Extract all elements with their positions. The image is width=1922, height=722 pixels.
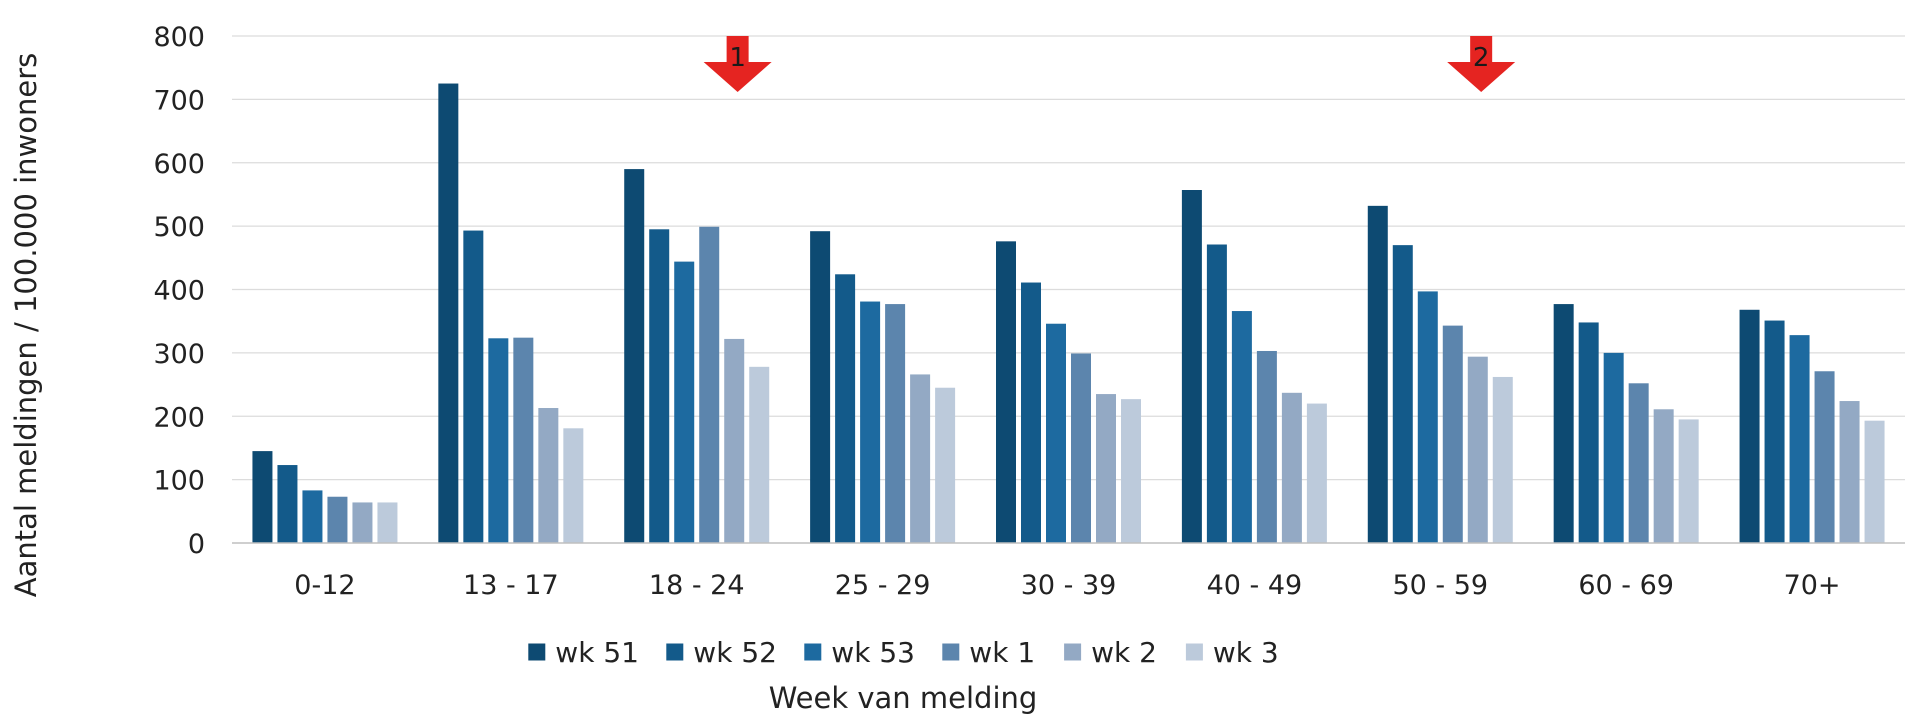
bar [860,301,881,543]
bar [699,226,720,544]
bar [1864,420,1885,543]
x-tick-label: 25 - 29 [835,570,931,601]
annotation-arrow [1447,36,1516,92]
bar [1603,352,1624,543]
bar [463,230,484,543]
bar [513,337,534,543]
bar [810,231,831,543]
legend: wk 51 wk 52 wk 53 wk 1 wk 2 wk 3 [528,636,1279,669]
x-tick-label: 50 - 59 [1392,570,1488,601]
bar [1071,353,1091,543]
bar [1578,322,1599,543]
bar [1653,409,1674,543]
bar [1181,190,1202,543]
bar [1678,419,1699,543]
bar [1206,244,1227,543]
y-tick-label: 200 [153,402,205,433]
legend-swatch [528,643,546,661]
annotation-label: 2 [1473,43,1490,73]
x-tick-label: 13 - 17 [463,570,559,601]
bar [1046,323,1066,543]
bar [1306,403,1327,543]
legend-swatch [804,643,822,661]
y-tick-label: 700 [153,85,205,116]
legend-label: wk 1 [969,636,1035,669]
x-tick-label: 30 - 39 [1021,570,1117,601]
bar [1628,383,1649,543]
annotation-label: 1 [729,43,746,73]
gridlines [232,35,1905,481]
y-tick-label: 600 [153,149,205,180]
legend-swatch [1185,643,1203,661]
bar [563,428,584,543]
x-tick-labels: 0-12 13 - 17 18 - 24 25 - 29 30 - 39 40 - 49 5… [294,570,1840,601]
bar [1553,304,1574,543]
y-tick-label: 400 [153,276,205,307]
bars [252,83,1885,544]
bar [1256,350,1277,543]
bar [327,496,348,543]
bar [1467,356,1488,543]
legend-label: wk 3 [1213,636,1279,669]
x-tick-label: 40 - 49 [1207,570,1303,601]
x-tick-label: 0-12 [294,570,355,601]
bar [252,451,273,543]
y-axis-title: Aantal meldingen / 100.000 inwoners [9,53,43,598]
bar [1021,282,1041,543]
bar [649,229,670,543]
bar [935,387,956,543]
bar [910,374,931,543]
y-tick-labels: 0 100 200 300 400 500 600 700 800 [153,22,205,560]
bar [724,338,745,543]
bar [885,304,906,543]
legend-label: wk 52 [693,636,777,669]
bar [488,338,509,543]
bar [1492,376,1513,543]
bar [1442,325,1463,543]
bar [624,169,645,543]
legend-swatch [942,643,960,661]
bar [996,241,1016,543]
bar [1096,394,1116,543]
bar [1367,205,1388,543]
legend-swatch [1064,643,1082,661]
legend-label: wk 2 [1091,636,1157,669]
bar [1739,309,1760,543]
bar [377,502,398,543]
bar [438,83,459,543]
y-tick-label: 0 [188,529,205,560]
bar [1417,291,1438,543]
bar [1281,392,1302,543]
bar [538,408,559,543]
x-tick-label: 60 - 69 [1578,570,1674,601]
legend-label: wk 51 [555,636,639,669]
bar [1789,335,1810,543]
y-tick-label: 800 [153,22,205,53]
bar [1231,311,1252,543]
bar [1121,399,1141,543]
x-axis-title: Week van melding [769,681,1038,715]
bar [302,490,323,543]
bar [1839,401,1860,543]
bar [749,366,770,543]
bar [1392,245,1413,543]
bar [1814,371,1835,543]
bar [835,274,856,543]
bar [1764,320,1785,543]
annotation-arrow [703,36,772,92]
bar [277,465,298,543]
x-tick-label: 70+ [1784,570,1841,601]
y-tick-label: 100 [153,466,205,497]
y-tick-label: 300 [153,339,205,370]
legend-label: wk 53 [831,636,915,669]
y-tick-label: 500 [153,212,205,243]
bar [674,261,695,543]
bar [352,502,373,543]
legend-swatch [666,643,684,661]
x-tick-label: 18 - 24 [649,570,745,601]
